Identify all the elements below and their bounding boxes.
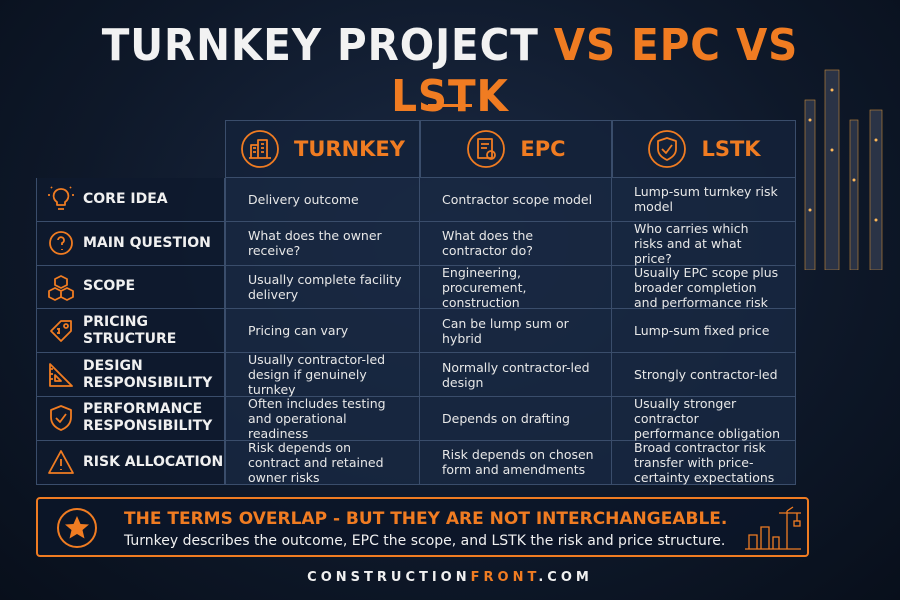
table-cell-text: Depends on drafting	[442, 410, 570, 426]
row-label-text: CORE IDEA	[83, 190, 168, 207]
table-cell-text: Strongly contractor-led	[634, 367, 778, 383]
table-cell-text: Delivery outcome	[248, 191, 359, 207]
row-label-text: PRICING STRUCTURE	[83, 313, 177, 347]
star-icon	[57, 508, 97, 548]
column-icon	[241, 130, 279, 168]
row-label: PERFORMANCE RESPONSIBILITY	[36, 397, 225, 441]
row-label-text: DESIGN RESPONSIBILITY	[83, 357, 213, 391]
column-title: LSTK	[701, 137, 761, 161]
row-icon	[48, 275, 74, 301]
table-cell: Risk depends on chosen form and amendmen…	[420, 440, 612, 485]
table-cell-text: Normally contractor-led design	[442, 359, 590, 390]
table-cell-text: What does the owner receive?	[248, 228, 382, 259]
table-cell: Strongly contractor-led	[612, 353, 796, 397]
table-cell: Usually stronger contractor performance …	[612, 395, 796, 441]
column-header: LSTK	[612, 120, 796, 178]
footer-part: CONSTRUCTION	[307, 570, 471, 585]
row-label: PRICING STRUCTURE	[36, 309, 225, 354]
footer-part: .COM	[538, 570, 593, 585]
row-label-text: SCOPE	[83, 278, 136, 295]
table-cell: Lump-sum turnkey risk model	[612, 178, 796, 222]
table-cell: Delivery outcome	[225, 178, 420, 222]
table-cell: Usually contractor-led design if genuine…	[225, 352, 420, 398]
background-plant	[804, 69, 883, 270]
table-cell: Broad contractor risk transfer with pric…	[612, 439, 796, 485]
table-cell-text: Lump-sum fixed price	[634, 323, 770, 339]
table-cell-text: Often includes testing and operational r…	[248, 395, 386, 441]
table-cell: Engineering, procurement, construction	[420, 264, 612, 310]
title-part: VS EPC VS LSTK	[391, 20, 799, 122]
comparison-table: TURNKEY EPC LSTK CORE IDEA Delivery outcome C…	[36, 120, 796, 485]
table-cell: Pricing can vary	[225, 309, 420, 354]
table-cell-text: Contractor scope model	[442, 191, 593, 207]
row-icon	[50, 405, 72, 432]
row-icon	[49, 362, 73, 387]
banner-heading: THE TERMS OVERLAP - BUT THEY ARE NOT INT…	[124, 509, 728, 529]
row-label-text: PERFORMANCE RESPONSIBILITY	[83, 401, 213, 435]
table-cell: Often includes testing and operational r…	[225, 395, 420, 441]
column-icon	[648, 130, 687, 168]
table-cell: Lump-sum fixed price	[612, 309, 796, 354]
divider	[428, 104, 472, 107]
banner-text: Turnkey describes the outcome, EPC the s…	[124, 533, 726, 549]
table-cell-text: Pricing can vary	[248, 323, 349, 339]
row-label: RISK ALLOCATION	[36, 440, 225, 485]
table-cell-text: Can be lump sum or hybrid	[442, 315, 569, 346]
row-icon	[49, 231, 73, 256]
table-cell-text: What does the contractor do?	[442, 228, 534, 259]
footer: CONSTRUCTIONFRONT.COM	[0, 570, 900, 585]
table-cell-text: Who carries which risks and at what pric…	[634, 220, 749, 266]
footer-part: FRONT	[470, 570, 539, 585]
table-cell-text: Risk depends on contract and retained ow…	[248, 439, 384, 485]
row-label: MAIN QUESTION	[36, 221, 225, 266]
table-cell: Depends on drafting	[420, 397, 612, 441]
table-cell-text: Broad contractor risk transfer with pric…	[634, 439, 775, 485]
column-header: EPC	[420, 120, 612, 178]
table-cell-text: Engineering, procurement, construction	[442, 264, 527, 310]
table-cell: Who carries which risks and at what pric…	[612, 220, 796, 266]
table-cell: What does the owner receive?	[225, 221, 420, 266]
table-cell: Normally contractor-led design	[420, 353, 612, 397]
table-cell-text: Lump-sum turnkey risk model	[634, 184, 778, 215]
table-cell-text: Usually stronger contractor performance …	[634, 395, 781, 441]
column-title: TURNKEY	[294, 137, 405, 161]
row-label-text: MAIN QUESTION	[83, 234, 211, 251]
row-label: DESIGN RESPONSIBILITY	[36, 353, 225, 397]
table-cell: Usually complete facility delivery	[225, 265, 420, 310]
row-label: SCOPE	[36, 265, 225, 310]
table-cell-text: Usually EPC scope plus broader completio…	[634, 264, 779, 310]
row-icon	[50, 319, 72, 342]
column-title: EPC	[520, 137, 566, 161]
skyline-icon	[745, 506, 801, 550]
title: TURNKEY PROJECT VS EPC VS LSTK	[36, 20, 864, 122]
table-cell: Usually EPC scope plus broader completio…	[612, 264, 796, 310]
column-header: TURNKEY	[225, 120, 420, 178]
row-icon	[48, 186, 74, 211]
table-cell: Can be lump sum or hybrid	[420, 309, 612, 354]
table-cell-text: Usually contractor-led design if genuine…	[248, 352, 386, 398]
table-cell-text: Usually complete facility delivery	[248, 271, 402, 302]
row-icon	[48, 450, 74, 475]
table-cell-text: Risk depends on chosen form and amendmen…	[442, 447, 594, 478]
row-label-text: RISK ALLOCATION	[83, 453, 224, 470]
row-label: CORE IDEA	[36, 178, 225, 222]
title-part: TURNKEY PROJECT	[101, 20, 539, 71]
table-cell: What does the contractor do?	[420, 221, 612, 266]
column-icon	[467, 130, 506, 168]
table-cell: Contractor scope model	[420, 178, 612, 222]
banner: THE TERMS OVERLAP - BUT THEY ARE NOT INT…	[36, 497, 809, 557]
table-cell: Risk depends on contract and retained ow…	[225, 439, 420, 485]
